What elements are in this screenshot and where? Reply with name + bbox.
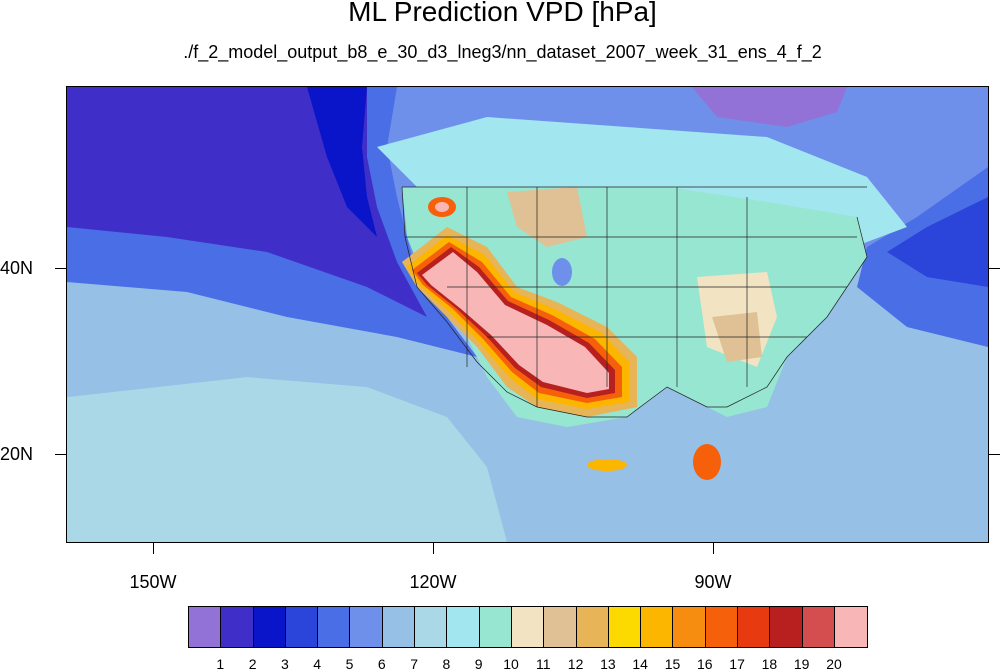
colorbar-label: 4 [313, 656, 322, 672]
colorbar-label: 18 [761, 656, 778, 672]
colorbar-box [189, 607, 222, 647]
colorbar-label: 16 [697, 656, 713, 672]
field-arctic [692, 87, 847, 127]
field-subtropic [67, 327, 427, 397]
map-title: ML Prediction VPD [hPa] [348, 0, 657, 27]
colorbar-label: 3 [280, 656, 289, 672]
tick-150w [153, 542, 155, 554]
field-rockies [552, 258, 572, 286]
field-pacific-coast [307, 87, 377, 237]
tick-20n-right [988, 454, 1000, 456]
tick-20n-left [55, 454, 67, 456]
colorbar-label: 11 [536, 656, 551, 672]
colorbar-box [350, 607, 383, 647]
field-atlantic-core [887, 197, 988, 287]
field-montana [507, 187, 587, 247]
field-oregon-core [435, 202, 449, 212]
tick-40n-right [988, 268, 1000, 270]
vpd-map [67, 87, 988, 542]
colorbar-label: 19 [793, 656, 810, 672]
colorbar-box [382, 607, 416, 647]
colorbar-box [479, 607, 512, 647]
colorbar-box [770, 607, 803, 647]
tick-40n-left [55, 268, 67, 270]
colorbar-box [738, 607, 771, 647]
lat-label-40n: 40N [0, 258, 34, 278]
colorbar-box [705, 607, 739, 647]
field-mexico-hot [693, 444, 721, 480]
colorbar-label: 15 [664, 656, 681, 672]
colorbar-label: 10 [503, 656, 519, 672]
colorbar-label: 5 [345, 656, 354, 672]
colorbar-box [802, 607, 835, 647]
colorbar-box [576, 607, 609, 647]
colorbar-box [511, 607, 545, 647]
colorbar-box [415, 607, 448, 647]
colorbar-box [253, 607, 286, 647]
colorbar [188, 606, 869, 648]
colorbar-label: 9 [474, 656, 483, 672]
colorbar-box [447, 607, 480, 647]
borders [401, 186, 868, 418]
colorbar-label: 6 [377, 656, 386, 672]
colorbar-label: 17 [729, 656, 745, 672]
lat-label-20n: 20N [0, 444, 34, 464]
colorbar-label: 1 [216, 656, 225, 672]
lon-label-150w: 150W [129, 572, 177, 592]
conus-outline [401, 186, 868, 418]
map-subtitle: ./f_2_model_output_b8_e_30_d3_lneg3/nn_d… [183, 42, 822, 62]
colorbar-box [221, 607, 254, 647]
colorbar-label: 14 [632, 656, 648, 672]
tick-90w [713, 542, 715, 554]
colorbar-label: 8 [442, 656, 451, 672]
colorbar-label: 7 [410, 656, 418, 672]
colorbar-box [608, 607, 642, 647]
colorbar-box [285, 607, 319, 647]
lon-label-90w: 90W [694, 572, 732, 592]
colorbar-box [544, 607, 577, 647]
tick-120w [433, 542, 435, 554]
lon-label-120w: 120W [409, 572, 457, 592]
field-south [67, 377, 507, 542]
field-mexico-west [587, 459, 627, 471]
colorbar-label: 13 [600, 656, 616, 672]
colorbar-label: 2 [248, 656, 257, 672]
vpd-field [67, 87, 988, 542]
colorbar-box [673, 607, 706, 647]
colorbar-box [641, 607, 674, 647]
colorbar-box [834, 607, 868, 647]
colorbar-box [318, 607, 351, 647]
colorbar-label: 12 [567, 656, 584, 672]
colorbar-label: 20 [826, 656, 842, 672]
